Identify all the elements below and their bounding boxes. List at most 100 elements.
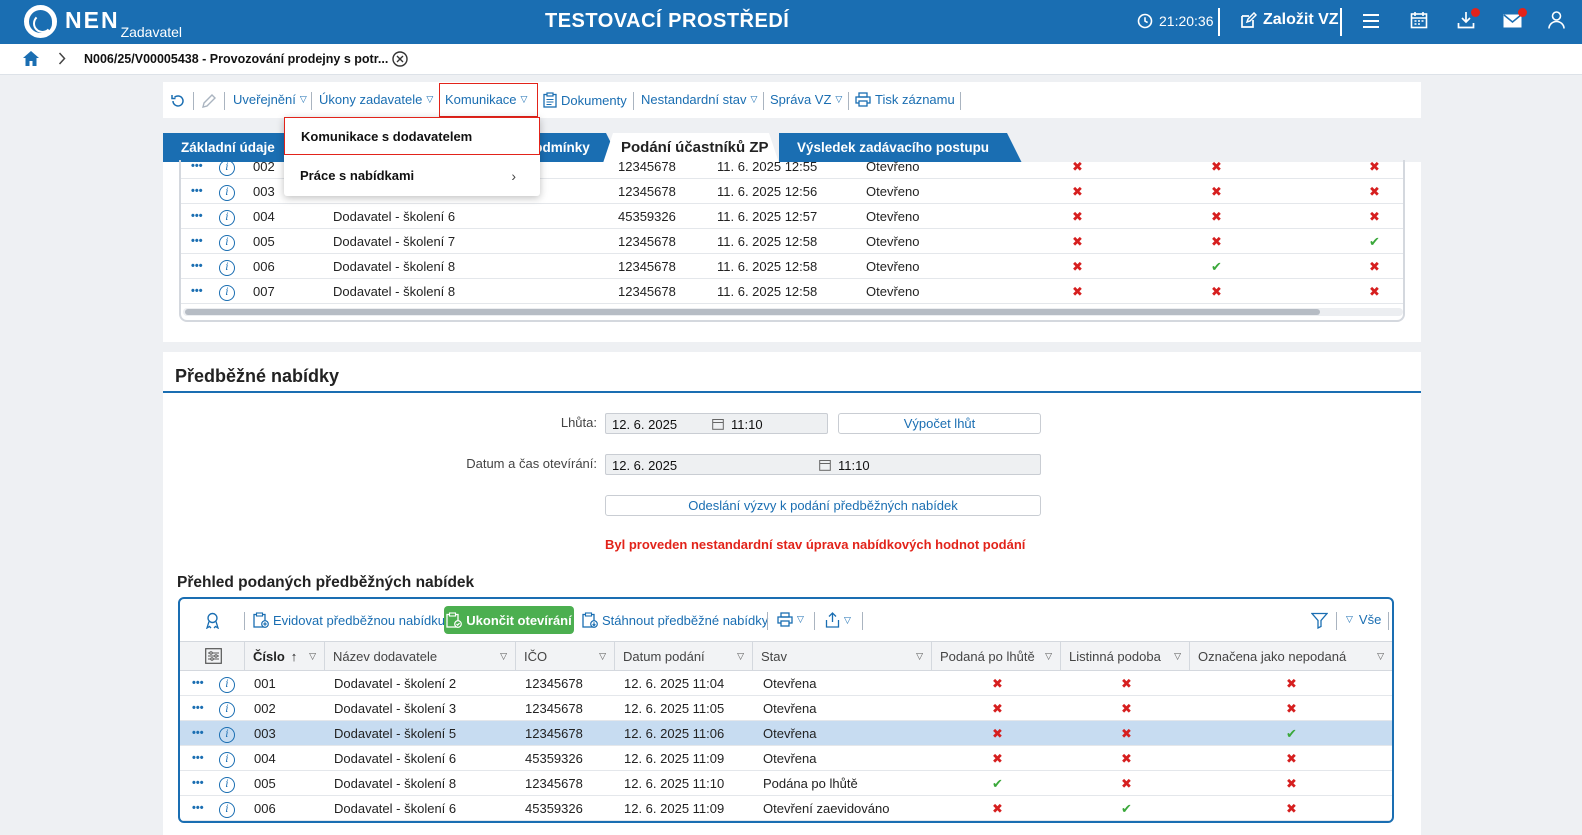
- create-vz-button[interactable]: Založit VZ: [1240, 11, 1339, 29]
- info-icon[interactable]: i: [219, 675, 235, 693]
- column-filter-icon[interactable]: ▽: [916, 651, 923, 661]
- column-filter-icon[interactable]: ▽: [1045, 651, 1052, 661]
- overview-title: Přehled podaných předběžných nabídek: [177, 574, 475, 591]
- row-actions-icon[interactable]: •••: [191, 285, 203, 297]
- info-icon[interactable]: i: [219, 725, 235, 743]
- column-filter-icon[interactable]: ▽: [599, 651, 606, 661]
- row-actions-icon[interactable]: •••: [192, 752, 204, 764]
- menu-item-offers-work[interactable]: Práce s nabídkami ›: [284, 157, 540, 195]
- send-invitation-button[interactable]: Odeslání výzvy k podání předběžných nabí…: [605, 495, 1041, 516]
- table-row[interactable]: ••• i 005 Dodavatel - školení 7 12345678 11. …: [181, 229, 1403, 254]
- filter-icon[interactable]: [1311, 612, 1328, 629]
- user-icon[interactable]: [1548, 11, 1565, 29]
- nonstandard-menu[interactable]: Nestandardní stav ▽: [641, 92, 757, 107]
- menu-item-label: Komunikace s dodavatelem: [301, 129, 473, 144]
- row-actions-icon[interactable]: •••: [191, 160, 203, 172]
- triangle-down-icon: ▽: [835, 94, 843, 104]
- row-actions-icon[interactable]: •••: [192, 802, 204, 814]
- management-menu[interactable]: Správa VZ ▽: [770, 92, 842, 107]
- calendar-icon[interactable]: [1410, 11, 1428, 29]
- communication-menu[interactable]: Komunikace ▽: [445, 92, 527, 107]
- info-icon[interactable]: i: [219, 158, 235, 176]
- export-menu[interactable]: ▽: [825, 612, 851, 628]
- award-icon[interactable]: [204, 612, 221, 629]
- column-header-date[interactable]: Datum podání ▽: [614, 642, 752, 671]
- divider: [311, 92, 312, 110]
- deadline-field[interactable]: 12. 6. 2025 11:10: [605, 413, 828, 434]
- scrollbar-thumb[interactable]: [185, 309, 1320, 315]
- row-actions-icon[interactable]: •••: [192, 702, 204, 714]
- breadcrumb-title[interactable]: N006/25/V00005438 - Provozování prodejny…: [84, 52, 389, 66]
- print-menu[interactable]: ▽: [777, 612, 804, 627]
- tab-submissions[interactable]: Podání účastníků ZP: [603, 133, 779, 163]
- download-offers-button[interactable]: Stáhnout předběžné nabídky: [582, 612, 768, 628]
- register-offer-button[interactable]: Evidovat předběžnou nabídku: [253, 612, 445, 628]
- check-icon: ✔: [1121, 801, 1132, 816]
- table-row[interactable]: ••• i 006 Dodavatel - školení 6 45359326 12. …: [180, 796, 1392, 821]
- table-row[interactable]: ••• i 003 Dodavatel - školení 5 12345678 12. …: [180, 721, 1392, 746]
- table-row[interactable]: ••• i 007 Dodavatel - školení 8 12345678 11. …: [181, 279, 1403, 304]
- documents-button[interactable]: Dokumenty: [543, 92, 627, 108]
- cross-icon: ✖: [1286, 801, 1297, 816]
- info-icon[interactable]: i: [219, 233, 235, 251]
- column-header-ico[interactable]: IČO ▽: [515, 642, 614, 671]
- horizontal-scrollbar[interactable]: [183, 308, 1403, 316]
- column-filter-icon[interactable]: ▽: [1174, 651, 1181, 661]
- row-actions-icon[interactable]: •••: [191, 235, 203, 247]
- info-icon[interactable]: i: [219, 283, 235, 301]
- download-icon[interactable]: [1457, 11, 1475, 29]
- view-all-menu[interactable]: ▽ Vše: [1346, 612, 1381, 627]
- close-icon[interactable]: [392, 51, 408, 67]
- table-row[interactable]: ••• i 006 Dodavatel - školení 8 12345678 11. …: [181, 254, 1403, 279]
- nen-logo[interactable]: NEN Zadavatel: [24, 5, 183, 40]
- home-icon[interactable]: [22, 50, 40, 67]
- row-actions-icon[interactable]: •••: [191, 260, 203, 272]
- submissions-table: ••• i 002 12345678 11. 6. 2025 12:55 Otevřeno…: [179, 159, 1405, 322]
- column-filter-icon[interactable]: ▽: [309, 651, 316, 661]
- menu-item-supplier-communication[interactable]: Komunikace s dodavatelem: [284, 117, 540, 155]
- calendar-icon[interactable]: [712, 418, 724, 430]
- column-header-paper[interactable]: Listinná podoba ▽: [1060, 642, 1189, 671]
- column-settings-icon[interactable]: [205, 648, 222, 664]
- table-row[interactable]: ••• i 002 Dodavatel - školení 3 12345678 12. …: [180, 696, 1392, 721]
- column-filter-icon[interactable]: ▽: [500, 651, 507, 661]
- row-actions-icon[interactable]: •••: [191, 185, 203, 197]
- column-filter-icon[interactable]: ▽: [737, 651, 744, 661]
- calendar-icon[interactable]: [819, 459, 831, 471]
- info-icon[interactable]: i: [219, 183, 235, 201]
- column-header-unsubmitted[interactable]: Označena jako nepodaná ▽: [1189, 642, 1392, 671]
- logo-subtitle: Zadavatel: [120, 24, 183, 40]
- calc-deadline-button[interactable]: Výpočet lhůt: [838, 413, 1041, 434]
- opening-field[interactable]: 12. 6. 2025 11:10: [605, 454, 1041, 475]
- info-icon[interactable]: i: [219, 700, 235, 718]
- table-row[interactable]: ••• i 004 Dodavatel - školení 6 45359326 11. …: [181, 204, 1403, 229]
- row-actions-icon[interactable]: •••: [192, 727, 204, 739]
- finish-opening-button[interactable]: Ukončit otevírání: [444, 606, 574, 634]
- menu-icon[interactable]: [1362, 13, 1380, 29]
- print-record-button[interactable]: Tisk záznamu: [855, 92, 955, 107]
- row-actions-icon[interactable]: •••: [192, 677, 204, 689]
- info-icon[interactable]: i: [219, 800, 235, 818]
- column-filter-icon[interactable]: ▽: [1377, 651, 1384, 661]
- table-row[interactable]: ••• i 002 12345678 11. 6. 2025 12:55 Otevřeno…: [181, 154, 1403, 179]
- mail-icon[interactable]: [1503, 14, 1522, 28]
- info-icon[interactable]: i: [219, 775, 235, 793]
- table-row[interactable]: ••• i 005 Dodavatel - školení 8 12345678 12. …: [180, 771, 1392, 796]
- column-header-num[interactable]: Číslo ↑ ▽: [244, 642, 324, 671]
- row-actions-icon[interactable]: •••: [192, 777, 204, 789]
- cell-ico: 12345678: [618, 159, 676, 174]
- acts-menu[interactable]: Úkony zadavatele ▽: [319, 92, 433, 107]
- tab-result[interactable]: Výsledek zadávacího postupu: [779, 133, 1022, 163]
- cross-icon: ✖: [1121, 726, 1132, 741]
- refresh-icon[interactable]: [170, 93, 186, 109]
- table-row[interactable]: ••• i 001 Dodavatel - školení 2 12345678 12. …: [180, 671, 1392, 696]
- info-icon[interactable]: i: [219, 258, 235, 276]
- column-header-state[interactable]: Stav ▽: [752, 642, 931, 671]
- info-icon[interactable]: i: [219, 750, 235, 768]
- row-actions-icon[interactable]: •••: [191, 210, 203, 222]
- column-header-late[interactable]: Podaná po lhůtě ▽: [931, 642, 1060, 671]
- column-header-name[interactable]: Název dodavatele ▽: [324, 642, 515, 671]
- info-icon[interactable]: i: [219, 208, 235, 226]
- publish-menu[interactable]: Uveřejnění ▽: [233, 92, 307, 107]
- table-row[interactable]: ••• i 004 Dodavatel - školení 6 45359326 12. …: [180, 746, 1392, 771]
